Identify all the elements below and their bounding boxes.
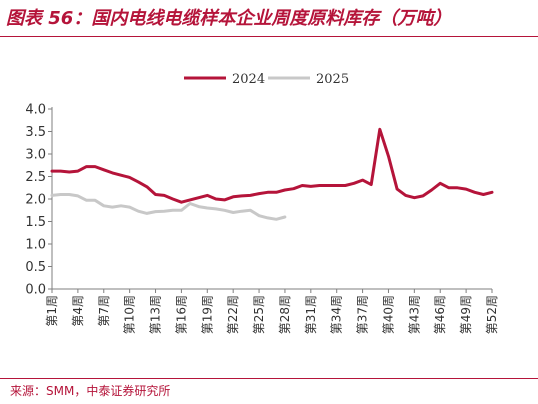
x-tick-label: 第49周: [459, 295, 473, 334]
x-tick-label: 第37周: [356, 295, 370, 334]
chart-area: 2024 2025 0.0 0.5 1.0 1.5 2.0 2.5 3.0 3.5 4.0 第1周…: [25, 72, 499, 334]
y-tick-label: 4.0: [25, 103, 46, 118]
x-tick-label: 第7周: [97, 295, 111, 327]
y-tick-label: 3.5: [25, 125, 46, 140]
x-tick-label: 第40周: [381, 295, 395, 334]
y-tick-label: 2.5: [25, 170, 46, 185]
x-tick-label: 第43周: [407, 295, 421, 334]
x-axis: 第1周 第4周 第7周 第10周 第13周 第16周 第19周 第22周 第25周 第28周 第31…: [45, 288, 499, 334]
x-tick-label: 第10周: [123, 295, 137, 334]
series-line-2025: [50, 193, 287, 221]
series-line-2024: [50, 127, 494, 204]
legend-label-2024: 2024: [232, 72, 265, 87]
series-lines: [50, 127, 494, 221]
x-tick-label: 第31周: [304, 295, 318, 334]
legend-label-2025: 2025: [316, 72, 349, 87]
legend: 2024 2025: [184, 72, 349, 87]
y-tick-label: 1.5: [25, 215, 46, 230]
y-tick-label: 1.0: [25, 238, 46, 253]
chart-title: 图表 56：国内电线电缆样本企业周度原料库存（万吨）: [6, 8, 452, 29]
x-tick-label: 第28周: [278, 295, 292, 334]
title-divider: [0, 36, 538, 37]
y-tick-label: 2.0: [25, 193, 46, 208]
x-tick-label: 第19周: [200, 295, 214, 334]
x-tick-label: 第1周: [45, 295, 59, 327]
x-tick-label: 第34周: [330, 295, 344, 334]
y-tick-label: 0.0: [25, 283, 46, 298]
x-tick-label: 第46周: [433, 295, 447, 334]
x-tick-label: 第22周: [226, 295, 240, 334]
y-tick-label: 3.0: [25, 148, 46, 163]
x-tick-label: 第25周: [252, 295, 266, 334]
x-tick-label: 第4周: [71, 295, 85, 327]
x-tick-label: 第52周: [485, 295, 499, 334]
footer-divider: [0, 378, 538, 379]
y-tick-label: 0.5: [25, 260, 46, 275]
y-axis: 0.0 0.5 1.0 1.5 2.0 2.5 3.0 3.5 4.0: [25, 103, 53, 298]
source-note: 来源：SMM，中泰证券研究所: [10, 384, 171, 398]
x-tick-label: 第16周: [174, 295, 188, 334]
x-tick-label: 第13周: [149, 295, 163, 334]
